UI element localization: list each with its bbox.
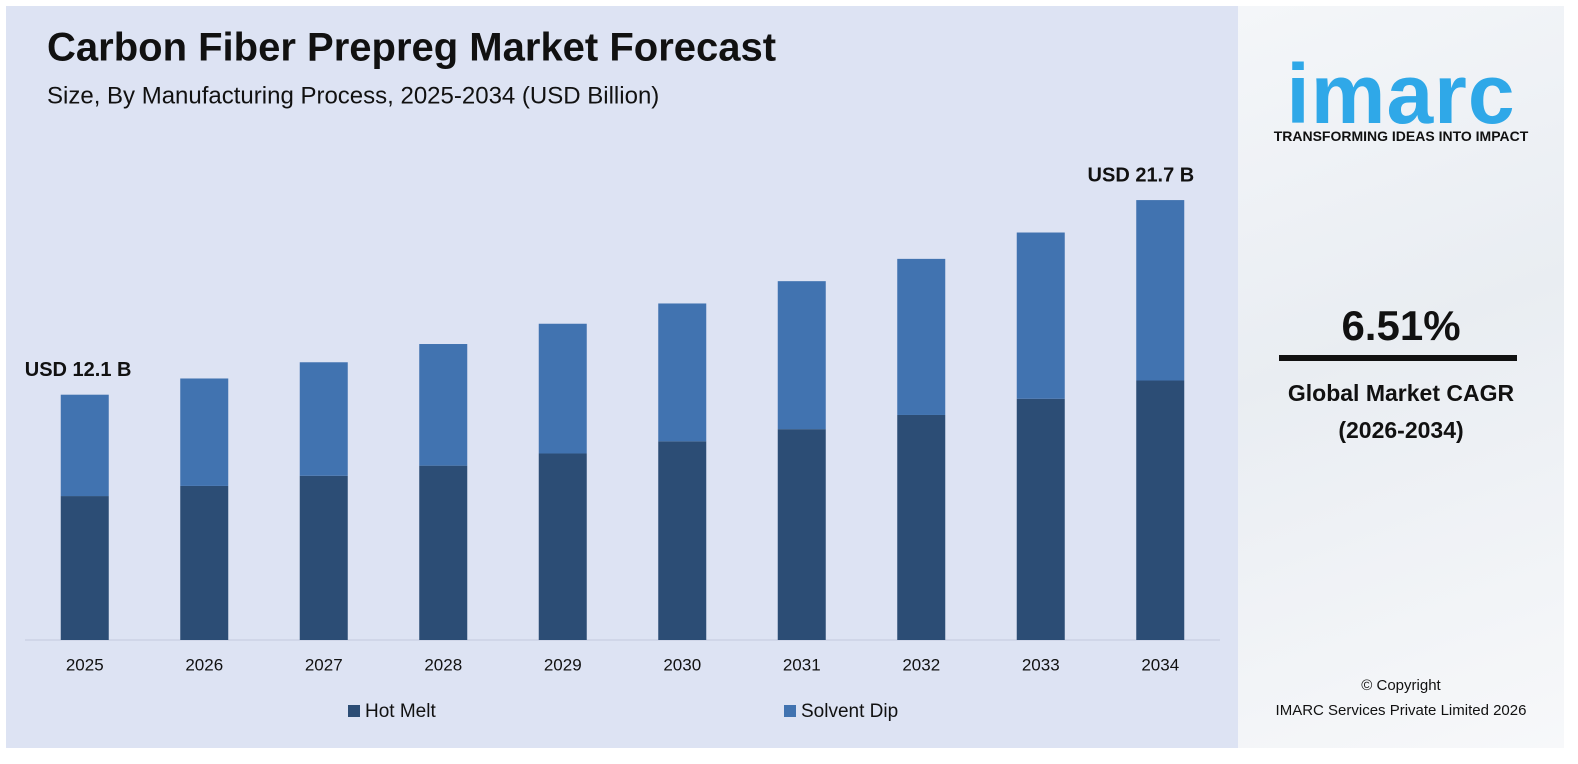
bar-segment bbox=[180, 485, 229, 640]
bar-segment bbox=[299, 475, 348, 640]
legend-label: Solvent Dip bbox=[801, 701, 898, 722]
legend-label: Hot Melt bbox=[365, 701, 436, 722]
bar-segment bbox=[777, 429, 826, 640]
tagline: TRANSFORMING IDEAS INTO IMPACT bbox=[1273, 128, 1529, 144]
bar-segment bbox=[777, 281, 826, 430]
cagr-value: 6.51% bbox=[1341, 302, 1461, 349]
x-tick-label: 2028 bbox=[424, 655, 462, 674]
bar-segment bbox=[419, 344, 468, 466]
bar-segment bbox=[1136, 380, 1185, 640]
bar-segment bbox=[538, 453, 587, 640]
divider bbox=[1279, 355, 1517, 361]
legend-swatch bbox=[348, 705, 360, 717]
bar-segment bbox=[1016, 232, 1065, 399]
bar-segment bbox=[538, 323, 587, 454]
bar-segment bbox=[299, 362, 348, 476]
bar-segment bbox=[180, 378, 229, 486]
company: IMARC Services Private Limited 2026 bbox=[1275, 702, 1527, 719]
x-tick-label: 2025 bbox=[66, 655, 104, 674]
bar-segment bbox=[658, 441, 707, 640]
chart-subtitle: Size, By Manufacturing Process, 2025-203… bbox=[47, 82, 659, 109]
bar-segment bbox=[897, 258, 946, 415]
x-tick-label: 2030 bbox=[663, 655, 701, 674]
bar-segment bbox=[60, 394, 109, 497]
copyright: © Copyright bbox=[1361, 677, 1441, 694]
chart-title: Carbon Fiber Prepreg Market Forecast bbox=[47, 26, 776, 70]
legend-swatch bbox=[784, 705, 796, 717]
chart: Carbon Fiber Prepreg Market Forecast Siz… bbox=[6, 6, 1238, 748]
x-tick-label: 2027 bbox=[305, 655, 343, 674]
side-panel: imarc TRANSFORMING IDEAS INTO IMPACT 6.5… bbox=[1238, 6, 1564, 748]
logo: imarc bbox=[1286, 47, 1516, 141]
x-tick-label: 2031 bbox=[783, 655, 821, 674]
bar-segment bbox=[897, 414, 946, 640]
bar-segment bbox=[658, 303, 707, 442]
bar-segment bbox=[419, 465, 468, 640]
total-label: USD 12.1 B bbox=[25, 359, 132, 381]
bar-segment bbox=[1016, 398, 1065, 640]
total-label: USD 21.7 B bbox=[1088, 164, 1195, 186]
x-tick-label: 2032 bbox=[902, 655, 940, 674]
x-tick-label: 2029 bbox=[544, 655, 582, 674]
x-tick-label: 2034 bbox=[1141, 655, 1179, 674]
cagr-period: (2026-2034) bbox=[1338, 417, 1464, 443]
cagr-label: Global Market CAGR bbox=[1287, 380, 1515, 406]
x-tick-label: 2026 bbox=[185, 655, 223, 674]
bar-segment bbox=[60, 496, 109, 640]
x-tick-label: 2033 bbox=[1022, 655, 1060, 674]
bar-segment bbox=[1136, 200, 1185, 381]
